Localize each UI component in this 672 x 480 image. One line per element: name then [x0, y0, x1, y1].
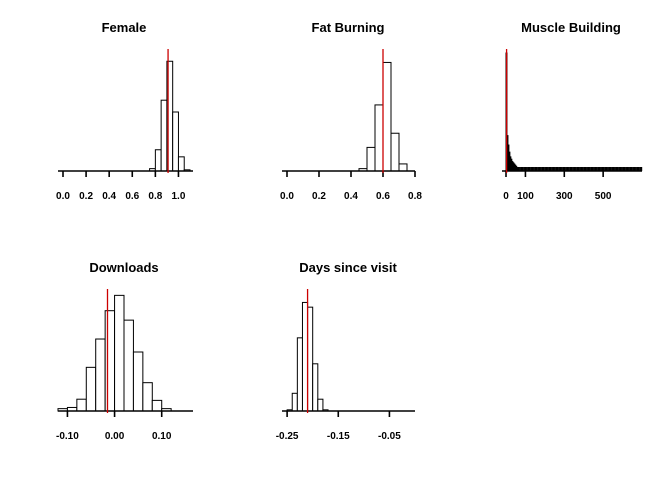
histogram-bar — [85, 366, 97, 412]
histogram-bar — [317, 398, 324, 412]
histogram-panel: Female 0.0 0.2 0.4 0.6 0.8 1.0 — [56, 20, 193, 202]
histogram-bar — [172, 111, 179, 172]
x-tick-label: -0.15 — [327, 431, 350, 442]
x-tick-label: 0.4 — [344, 191, 358, 202]
histogram-bar — [374, 104, 384, 172]
histogram-bar — [307, 306, 314, 412]
x-tick-label: -0.05 — [378, 431, 401, 442]
histogram-bar — [296, 337, 303, 412]
x-tick-label: 0.6 — [125, 191, 139, 202]
histogram-bar — [114, 294, 125, 412]
x-tick-label: 1.0 — [172, 191, 186, 202]
x-tick-label: 0.6 — [376, 191, 390, 202]
x-tick-label: 0.2 — [79, 191, 93, 202]
x-tick-label: 0.8 — [148, 191, 162, 202]
x-tick-label: -0.10 — [56, 431, 79, 442]
x-tick-label: 500 — [595, 191, 612, 202]
histogram-bar — [123, 319, 134, 412]
histogram-bar — [142, 382, 153, 412]
histogram-panel: Downloads -0.10 0.00 0.10 — [56, 260, 193, 442]
x-tick-label: 0.0 — [280, 191, 294, 202]
x-tick-label: 0.10 — [152, 431, 172, 442]
histogram-bar — [382, 61, 392, 172]
histogram-bar — [177, 156, 185, 172]
histogram-panel: Days since visit -0.25 -0.15 -0.05 — [276, 260, 415, 442]
panel-title-fat-burning: Fat Burning — [312, 20, 385, 35]
histogram-bar — [132, 351, 144, 412]
panel-title-muscle-building: Muscle Building — [521, 20, 621, 35]
x-tick-label: 0.8 — [408, 191, 422, 202]
x-tick-label: 300 — [556, 191, 573, 202]
histogram-bar — [76, 398, 87, 412]
x-tick-label: -0.25 — [276, 431, 299, 442]
histogram-panel: Muscle Building 0 100 300 500 — [502, 20, 643, 202]
histogram-bar — [95, 338, 106, 412]
x-tick-label: 0.4 — [102, 191, 116, 202]
histogram-bar — [291, 392, 298, 412]
histogram-bar — [151, 399, 163, 412]
panel-title-female: Female — [102, 20, 147, 35]
histogram-panel: Fat Burning 0.0 0.2 0.4 0.6 0.8 — [280, 20, 422, 202]
x-tick-label: 0.0 — [56, 191, 70, 202]
x-tick-label: 100 — [517, 191, 534, 202]
histogram-bar — [160, 99, 168, 172]
histogram-bar — [312, 363, 319, 412]
histogram-bar — [366, 146, 376, 172]
histogram-bar — [154, 149, 162, 172]
histogram-bar — [390, 132, 400, 172]
x-tick-label: 0.00 — [105, 431, 125, 442]
histogram-bar — [398, 163, 408, 172]
x-tick-label: 0 — [503, 191, 509, 202]
panel-title-days-since-visit: Days since visit — [299, 260, 397, 275]
histogram-bar — [301, 301, 309, 412]
x-tick-label: 0.2 — [312, 191, 326, 202]
histogram-bar — [104, 310, 116, 412]
panel-title-downloads: Downloads — [89, 260, 158, 275]
